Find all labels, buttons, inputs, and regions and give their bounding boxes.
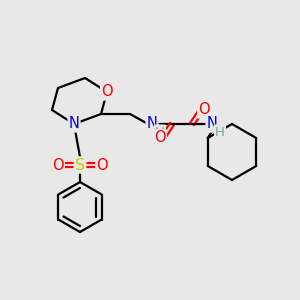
Text: N: N xyxy=(147,116,158,131)
Text: H: H xyxy=(155,125,165,139)
Text: O: O xyxy=(198,103,210,118)
Text: O: O xyxy=(52,158,64,172)
Text: S: S xyxy=(75,158,85,172)
Text: H: H xyxy=(215,125,225,139)
Text: O: O xyxy=(96,158,108,172)
Text: N: N xyxy=(69,116,80,131)
Text: O: O xyxy=(154,130,166,146)
Text: O: O xyxy=(101,85,113,100)
Text: N: N xyxy=(207,116,218,131)
